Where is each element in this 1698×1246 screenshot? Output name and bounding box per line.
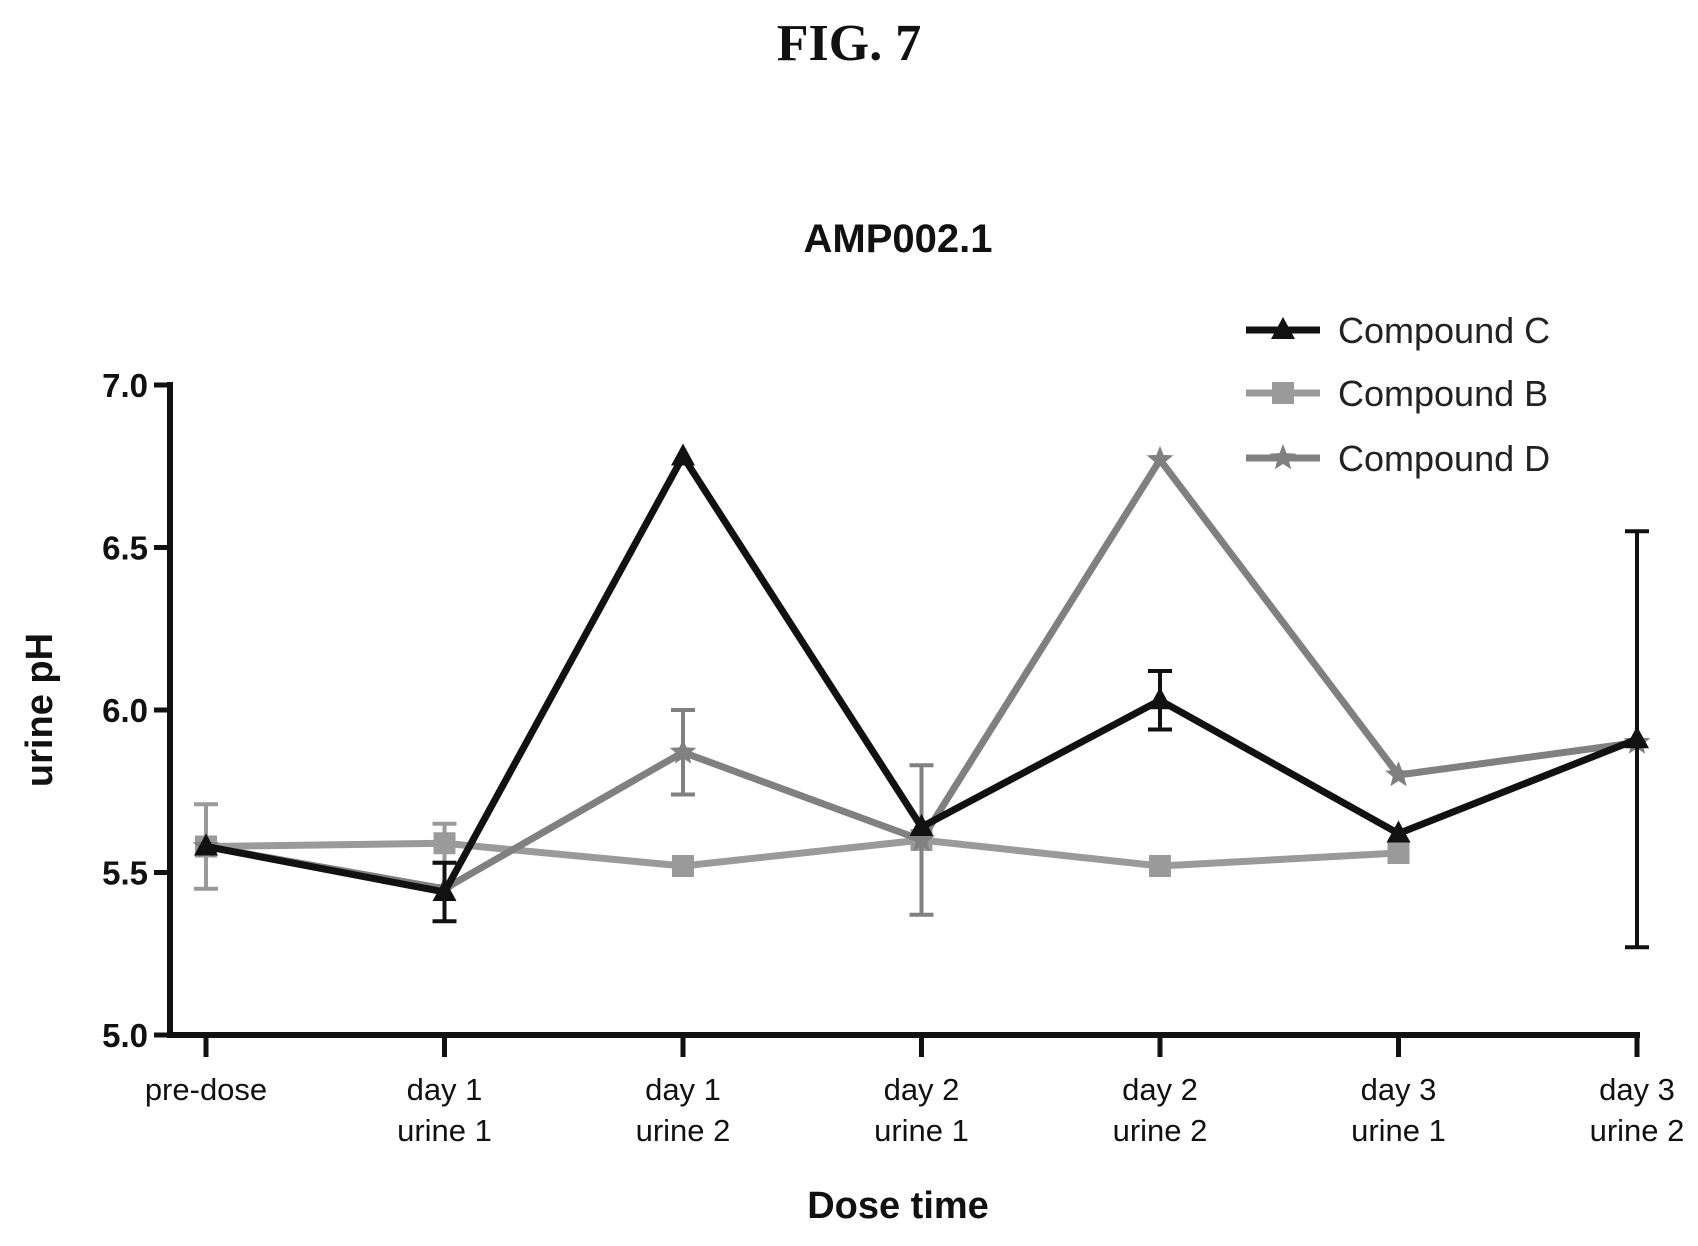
data-point <box>1148 687 1172 710</box>
legend-item-compound-b: Compound B <box>1246 373 1548 414</box>
x-tick-label: day 2 urine 1 <box>874 1072 969 1148</box>
x-tick-label: day 1 urine 1 <box>397 1072 492 1148</box>
x-tick-label: day 3 urine 1 <box>1351 1072 1446 1148</box>
data-point <box>908 826 935 852</box>
data-point <box>1625 726 1649 749</box>
series-line-compound-b <box>205 836 1399 870</box>
legend-item-compound-c: Compound C <box>1246 310 1550 351</box>
x-tick-label: day 1 urine 2 <box>636 1072 731 1148</box>
chart-axes: 5.0 5.5 6.0 6.5 7.0 pre-dose day 1 urine 1 day 1… <box>102 367 1684 1148</box>
y-axis-title: urine pH <box>19 633 61 787</box>
legend-swatch-marker <box>1269 444 1297 470</box>
legend-swatch-marker <box>1271 317 1295 339</box>
y-tick-label: 7.0 <box>102 367 148 404</box>
x-tick-label: day 3 urine 2 <box>1590 1072 1685 1148</box>
y-tick-label: 6.5 <box>102 530 148 567</box>
figure-label: FIG. 7 <box>776 15 922 72</box>
series-compound-c <box>194 443 1649 950</box>
data-point <box>1385 761 1412 787</box>
data-point <box>1387 842 1410 864</box>
data-point <box>433 832 456 855</box>
x-tick-label: pre-dose <box>145 1072 267 1107</box>
data-point <box>194 833 218 856</box>
data-point <box>671 443 695 466</box>
y-tick-label: 5.5 <box>102 855 148 892</box>
data-point <box>672 855 694 877</box>
data-point <box>432 879 457 901</box>
legend-label: Compound D <box>1338 438 1550 479</box>
data-point <box>669 738 697 764</box>
y-tick-label: 5.0 <box>102 1017 148 1054</box>
legend-swatch-marker <box>1272 382 1294 404</box>
legend-label: Compound C <box>1338 310 1550 351</box>
legend-label: Compound B <box>1338 373 1548 414</box>
y-tick-label: 6.0 <box>102 692 148 729</box>
legend-item-compound-d: Compound D <box>1246 438 1550 479</box>
x-axis-title: Dose time <box>807 1185 989 1227</box>
chart-marks <box>192 443 1651 950</box>
data-point <box>1146 445 1174 472</box>
chart-title: AMP002.1 <box>804 217 993 261</box>
x-tick-label: day 2 urine 2 <box>1113 1072 1208 1148</box>
data-point <box>1149 855 1171 877</box>
data-point <box>909 814 934 836</box>
chart-legend: Compound C Compound B Compound D <box>1246 310 1550 479</box>
data-point <box>1386 820 1411 843</box>
